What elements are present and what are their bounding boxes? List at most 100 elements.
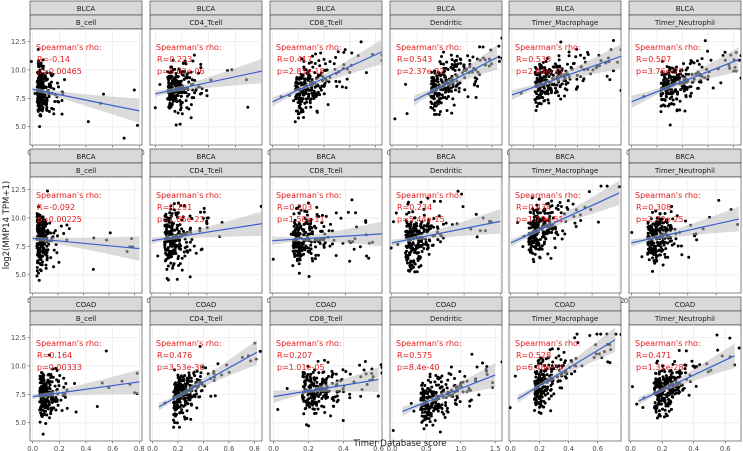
data-point <box>535 214 539 218</box>
data-point <box>539 356 543 360</box>
data-point <box>630 231 634 235</box>
data-point <box>39 408 43 412</box>
data-point <box>646 234 650 238</box>
data-point <box>605 74 609 78</box>
spearman-header: Spearman's rho: <box>156 339 222 348</box>
data-point <box>172 202 176 206</box>
data-point <box>183 382 187 386</box>
data-point <box>656 380 660 384</box>
data-point <box>132 88 136 92</box>
confidence-band <box>272 221 382 247</box>
data-point <box>38 251 42 255</box>
data-point <box>299 242 303 246</box>
data-point <box>573 336 577 340</box>
data-point <box>424 423 428 427</box>
data-point <box>654 372 658 376</box>
data-point <box>318 93 322 97</box>
data-point <box>437 93 441 97</box>
data-point <box>574 225 578 229</box>
data-point <box>532 211 536 215</box>
data-point <box>292 246 296 250</box>
data-point <box>168 243 172 247</box>
data-point <box>38 420 42 424</box>
data-point <box>177 397 181 401</box>
data-point <box>415 270 419 274</box>
data-point <box>179 101 183 105</box>
data-point <box>668 388 672 392</box>
data-point <box>664 374 668 378</box>
data-point <box>201 216 205 220</box>
data-point <box>188 275 192 279</box>
data-point <box>663 76 667 80</box>
data-point <box>348 396 352 400</box>
data-point <box>38 374 42 378</box>
x-tick-label: 0.4 <box>688 445 699 451</box>
data-point <box>532 397 536 401</box>
data-point <box>297 81 301 85</box>
cell-strip-label: Timer_Macrophage <box>531 315 599 323</box>
data-point <box>670 78 674 82</box>
data-point <box>537 247 541 251</box>
data-point <box>534 224 538 228</box>
data-point <box>433 418 437 422</box>
data-point <box>315 109 319 113</box>
data-point <box>291 231 295 235</box>
data-point <box>567 50 571 54</box>
data-point <box>310 232 314 236</box>
data-point <box>546 391 550 395</box>
data-point <box>410 243 414 247</box>
data-point <box>444 383 448 387</box>
data-point <box>560 386 564 390</box>
data-point <box>406 256 410 260</box>
data-point <box>271 257 275 261</box>
data-point <box>195 406 199 410</box>
cancer-strip-label: BRCA <box>676 153 695 161</box>
data-point <box>428 375 432 379</box>
data-point <box>430 102 434 106</box>
data-point <box>39 61 43 65</box>
data-point <box>42 374 46 378</box>
data-point <box>306 364 310 368</box>
data-point <box>294 84 298 88</box>
data-point <box>445 109 449 113</box>
data-point <box>668 92 672 96</box>
data-point <box>320 221 324 225</box>
data-point <box>393 117 397 121</box>
data-point <box>573 221 577 225</box>
data-point <box>654 255 658 259</box>
data-point <box>706 49 710 53</box>
data-point <box>44 86 48 90</box>
data-point <box>57 384 61 388</box>
data-point <box>678 99 682 103</box>
data-point <box>651 222 655 226</box>
data-point <box>302 246 306 250</box>
data-point <box>652 244 656 248</box>
data-point <box>189 103 193 107</box>
data-point <box>173 109 177 113</box>
data-point <box>35 265 39 269</box>
data-point <box>537 362 541 366</box>
data-point <box>676 244 680 248</box>
plot-area <box>272 39 382 124</box>
data-point <box>39 381 43 385</box>
data-point <box>330 242 334 246</box>
data-point <box>662 72 666 76</box>
data-point <box>73 381 77 385</box>
data-point <box>308 228 312 232</box>
data-point <box>661 364 665 368</box>
data-point <box>528 211 532 215</box>
data-point <box>423 414 427 418</box>
data-point <box>181 411 185 415</box>
data-point <box>535 242 539 246</box>
data-point <box>656 223 660 227</box>
data-point <box>297 106 301 110</box>
data-point <box>299 96 303 100</box>
data-point <box>314 253 318 257</box>
data-point <box>430 70 434 74</box>
data-point <box>205 221 209 225</box>
data-point <box>431 423 435 427</box>
data-point <box>186 250 190 254</box>
p-value: p=2.72e-25 <box>636 215 684 224</box>
data-point <box>41 432 45 436</box>
